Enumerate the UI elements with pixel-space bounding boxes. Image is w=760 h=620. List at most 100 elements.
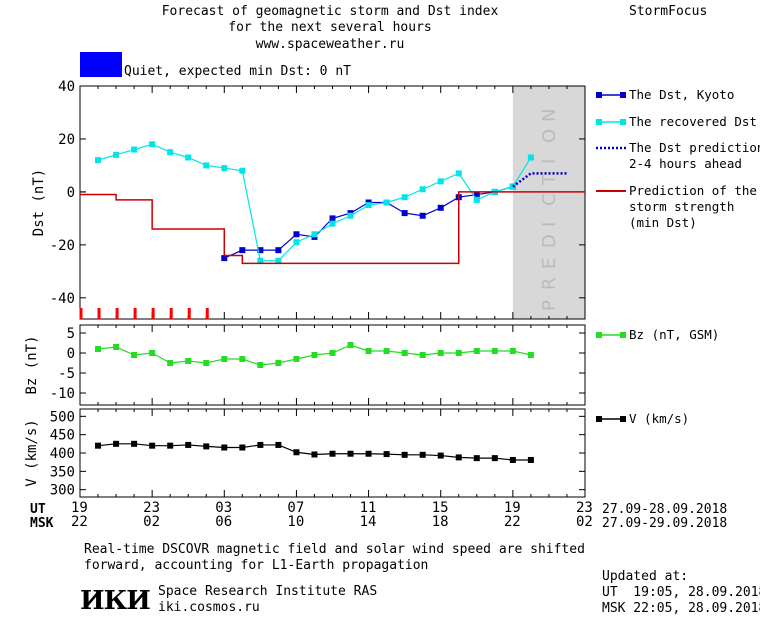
- data-point: [275, 360, 282, 366]
- data-point: [275, 257, 282, 264]
- status-text: Quiet, expected min Dst: 0 nT: [124, 64, 351, 79]
- y-tick-label: -5: [58, 366, 75, 382]
- data-point: [455, 350, 462, 356]
- legend-label: Bz (nT, GSM): [629, 327, 719, 342]
- msk-tick-label: 10: [287, 514, 305, 530]
- series-line: [97, 143, 532, 262]
- data-point: [455, 170, 462, 177]
- legend-marker: [596, 92, 602, 98]
- prediction-letter: I: [539, 222, 560, 227]
- data-point: [131, 352, 138, 358]
- msk-tick-label: 22: [71, 514, 88, 530]
- y-tick-label: 0: [67, 346, 75, 362]
- data-point: [95, 442, 102, 449]
- prediction-region: [512, 86, 585, 319]
- y-tick-label: 400: [50, 446, 75, 462]
- data-point: [401, 194, 408, 201]
- data-point: [311, 231, 318, 238]
- data-point: [329, 350, 336, 356]
- title-url[interactable]: www.spaceweather.ru: [255, 37, 405, 52]
- legend-label: (min Dst): [629, 215, 697, 230]
- data-point: [185, 441, 192, 448]
- data-point: [419, 451, 426, 458]
- y-axis-label: V (km/s): [24, 419, 40, 486]
- plot-frame-1: [79, 324, 586, 406]
- data-point: [185, 154, 192, 161]
- data-point: [401, 350, 408, 356]
- updated-ut: UT 19:05, 28.09.2018: [602, 585, 760, 600]
- data-point: [491, 348, 498, 354]
- y-tick-label: 40: [58, 79, 75, 95]
- ut-tick-label: 11: [359, 500, 377, 516]
- y-tick-label: 5: [67, 326, 75, 342]
- data-point: [167, 442, 174, 449]
- data-point: [401, 210, 408, 217]
- data-point: [455, 454, 462, 461]
- y-tick-label: 350: [50, 464, 75, 480]
- y-axis-label: Dst (nT): [31, 169, 47, 236]
- ut-tick-label: 23: [576, 500, 593, 516]
- legend-label: The Dst, Kyoto: [629, 87, 734, 102]
- data-point: [509, 348, 516, 354]
- legend-label: The Dst prediction: [629, 140, 760, 155]
- prediction-letter: N: [539, 109, 560, 122]
- data-point: [167, 360, 174, 366]
- data-point: [221, 444, 228, 451]
- y-tick-label: 300: [50, 483, 75, 499]
- msk-tick-label: 06: [215, 514, 233, 530]
- org-url[interactable]: iki.cosmos.ru: [158, 600, 260, 615]
- msk-tick-label: 22: [503, 514, 521, 530]
- series-line: [512, 172, 567, 188]
- prediction-letter: P: [539, 300, 560, 311]
- data-point: [419, 186, 426, 193]
- data-point: [473, 455, 480, 462]
- data-point: [347, 450, 354, 457]
- data-point: [239, 356, 246, 362]
- data-point: [113, 344, 120, 350]
- data-point: [347, 212, 354, 219]
- data-point: [473, 196, 480, 203]
- y-tick-label: -40: [50, 291, 75, 307]
- data-point: [491, 455, 498, 462]
- data-point: [365, 202, 372, 209]
- data-point: [257, 362, 264, 368]
- ut-tick-label: 19: [503, 500, 521, 516]
- data-point: [149, 141, 156, 148]
- legend-label: storm strength: [629, 199, 734, 214]
- title-line-2: for the next several hours: [228, 20, 432, 35]
- y-tick-label: 450: [50, 428, 75, 444]
- data-point: [257, 257, 264, 264]
- data-point: [149, 442, 156, 449]
- prediction-letter: C: [539, 193, 560, 206]
- data-point: [113, 151, 120, 158]
- data-point: [275, 441, 282, 448]
- ut-tick-label: 07: [287, 500, 305, 516]
- ut-date-range: 27.09-28.09.2018: [602, 502, 728, 517]
- series-line: [224, 186, 514, 259]
- data-point: [203, 443, 210, 450]
- data-point: [383, 451, 390, 458]
- prediction-letter: R: [539, 277, 560, 290]
- data-point: [365, 450, 372, 457]
- y-tick-label: 20: [58, 132, 75, 148]
- legend-marker: [620, 332, 626, 338]
- data-point: [221, 356, 228, 362]
- data-point: [257, 441, 264, 448]
- y-tick-label: -10: [50, 386, 75, 402]
- data-point: [329, 450, 336, 457]
- note-line-1: Real-time DSCOVR magnetic field and sola…: [84, 542, 585, 557]
- y-tick-label: 0: [67, 185, 75, 201]
- data-point: [185, 358, 192, 364]
- title-line-1: Forecast of geomagnetic storm and Dst in…: [161, 4, 499, 19]
- data-point: [239, 167, 246, 174]
- msk-tick-label: 18: [431, 514, 449, 530]
- data-point: [239, 247, 246, 254]
- y-tick-label: -20: [50, 238, 75, 254]
- data-point: [419, 212, 426, 219]
- data-point: [365, 348, 372, 354]
- msk-tick-label: 02: [576, 514, 593, 530]
- brand-name: StormFocus: [629, 4, 708, 19]
- data-point: [221, 165, 228, 172]
- data-point: [509, 456, 516, 463]
